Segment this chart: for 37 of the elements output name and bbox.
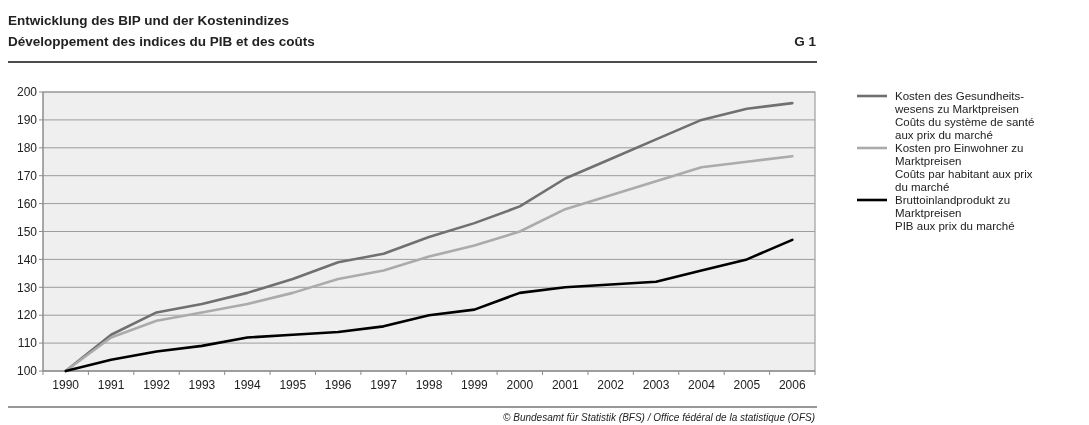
- legend-label: Kosten pro Einwohner zu Marktpreisen Coûts par habitant aux prix du marché: [895, 142, 1033, 193]
- line-series: [64, 101, 794, 373]
- y-tick-label: 160: [16, 196, 38, 211]
- y-tick-label: 190: [16, 113, 38, 128]
- x-tick-label: 1996: [324, 378, 352, 392]
- x-tick-label: 1997: [370, 378, 398, 392]
- x-tick-label: 1991: [97, 378, 125, 392]
- x-tick-label: 2001: [551, 378, 579, 392]
- legend-label: Kosten des Gesundheits- wesens zu Marktpreisen Coûts du système de santé aux prix du marché: [894, 90, 1035, 141]
- x-tick-label: 1992: [143, 378, 171, 392]
- y-tick-label: 100: [16, 364, 38, 379]
- y-tick-label: 150: [16, 224, 38, 239]
- y-tick-label: 120: [16, 308, 38, 323]
- y-tick-label: 170: [16, 168, 38, 183]
- text: G 1: [794, 34, 817, 49]
- y-tick-label: 130: [16, 280, 38, 295]
- x-tick-label: 2006: [778, 378, 806, 392]
- x-tick-label: 1999: [461, 378, 489, 392]
- y-tick-label: 180: [16, 141, 38, 155]
- x-tick-label: 1995: [279, 378, 307, 392]
- x-tick-label: 2002: [597, 378, 625, 392]
- chart-subtitle: Développement des indices du PIB et des coûts: [8, 34, 315, 49]
- text: © Bundesamt für Statistik (BFS) / Office fédéral de la statistique (OFS): [503, 412, 815, 423]
- legend-label: Bruttoinlandprodukt zu Marktpreisen PIB aux prix du marché: [895, 194, 1015, 232]
- y-tick-label: 110: [17, 336, 38, 351]
- x-tick-label: 1998: [415, 378, 443, 392]
- line-series: [64, 238, 794, 373]
- x-tick-label: 2003: [642, 378, 670, 392]
- x-tick-label: 2000: [506, 378, 534, 392]
- x-tick-label: 1994: [234, 378, 262, 392]
- y-tick-label: 140: [16, 252, 38, 267]
- x-tick-label: 1993: [188, 378, 216, 392]
- x-tick-label: 1990: [52, 378, 80, 392]
- chart-title: Entwicklung des BIP und der Kostenindizes: [8, 13, 290, 28]
- y-tick-label: 200: [16, 85, 38, 100]
- x-tick-label: 2004: [688, 378, 716, 392]
- x-tick-label: 2005: [733, 378, 761, 392]
